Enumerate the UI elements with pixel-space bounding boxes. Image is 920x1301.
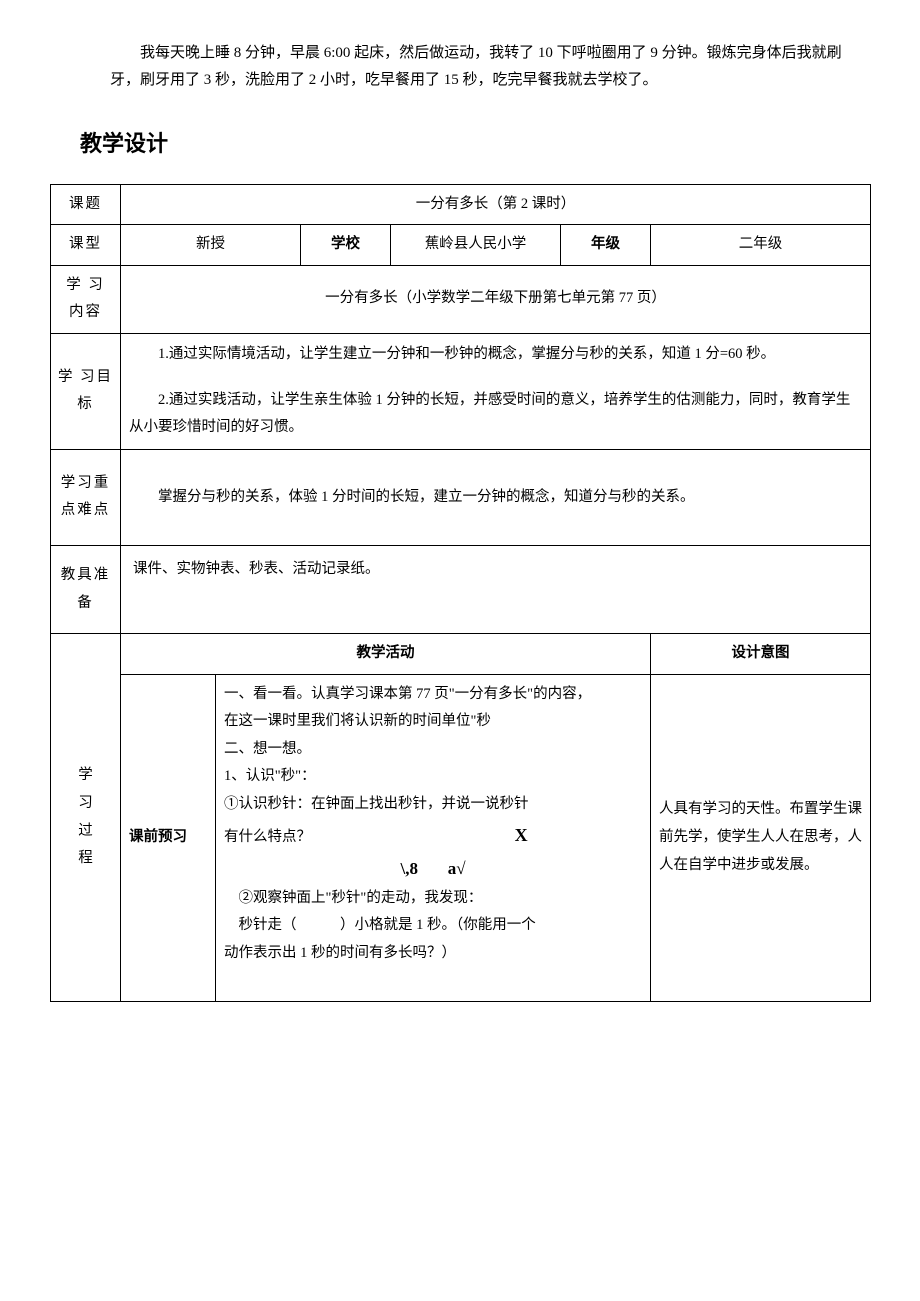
label-process: 学 习 过 程 <box>51 634 121 1002</box>
proc-char-4: 程 <box>78 850 93 866</box>
header-activity: 教学活动 <box>121 634 651 675</box>
label-goals: 学 习目标 <box>51 333 121 449</box>
act-line-9: 动作表示出 1 秒的时间有多长吗？） <box>224 940 642 968</box>
label-school: 学校 <box>301 225 391 266</box>
row-activity-body: 课前预习 一、看一看。认真学习课本第 77 页"一分有多长"的内容， 在这一课时… <box>51 674 871 1001</box>
value-type: 新授 <box>121 225 301 266</box>
value-content: 一分有多长（小学数学二年级下册第七单元第 77 页） <box>121 265 871 333</box>
row-topic: 课题 一分有多长（第 2 课时） <box>51 184 871 225</box>
label-type: 课型 <box>51 225 121 266</box>
design-intent: 人具有学习的天性。布置学生课前先学，使学生人人在思考，人人在自学中进步或发展。 <box>651 674 871 1001</box>
proc-char-1: 学 <box>78 767 93 783</box>
activity-content: 一、看一看。认真学习课本第 77 页"一分有多长"的内容， 在这一课时里我们将认… <box>216 674 651 1001</box>
row-tools: 教具准备 课件、实物钟表、秒表、活动记录纸。 <box>51 545 871 633</box>
label-grade: 年级 <box>561 225 651 266</box>
keypoints-text: 掌握分与秒的关系，体验 1 分时间的长短，建立一分钟的概念，知道分与秒的关系。 <box>129 484 862 512</box>
label-topic: 课题 <box>51 184 121 225</box>
label-tools: 教具准备 <box>51 545 121 633</box>
formula-x: X <box>515 818 528 852</box>
value-tools: 课件、实物钟表、秒表、活动记录纸。 <box>121 545 871 633</box>
act-line-1: 一、看一看。认真学习课本第 77 页"一分有多长"的内容， <box>224 681 642 709</box>
act-line-5: ①认识秒针：在钟面上找出秒针，并说一说秒针 <box>224 791 642 819</box>
stage-label: 课前预习 <box>121 674 216 1001</box>
act-line-8: 秒针走（ ）小格就是 1 秒。（你能用一个 <box>224 912 642 940</box>
row-keypoints: 学习重点难点 掌握分与秒的关系，体验 1 分时间的长短，建立一分钟的概念，知道分… <box>51 449 871 545</box>
row-type: 课型 新授 学校 蕉岭县人民小学 年级 二年级 <box>51 225 871 266</box>
goal-2: 2.通过实践活动，让学生亲生体验 1 分钟的长短，并感受时间的意义，培养学生的估… <box>129 387 862 442</box>
act-line-2: 在这一课时里我们将认识新的时间单位"秒 <box>224 708 642 736</box>
row-content: 学 习内容 一分有多长（小学数学二年级下册第七单元第 77 页） <box>51 265 871 333</box>
value-school: 蕉岭县人民小学 <box>391 225 561 266</box>
formula-bottom: \,8 a√ <box>400 853 465 885</box>
act-line-6: 有什么特点？ <box>224 829 311 845</box>
lesson-plan-table: 课题 一分有多长（第 2 课时） 课型 新授 学校 蕉岭县人民小学 年级 二年级… <box>50 184 871 1002</box>
section-title: 教学设计 <box>80 124 870 164</box>
label-content: 学 习内容 <box>51 265 121 333</box>
act-line-7: ②观察钟面上"秒针"的走动，我发现： <box>224 885 642 913</box>
value-keypoints: 掌握分与秒的关系，体验 1 分时间的长短，建立一分钟的概念，知道分与秒的关系。 <box>121 449 871 545</box>
proc-char-3: 过 <box>78 823 93 839</box>
intro-paragraph: 我每天晚上睡 8 分钟，早晨 6:00 起床，然后做运动，我转了 10 下呼啦圈… <box>110 40 870 94</box>
header-design: 设计意图 <box>651 634 871 675</box>
value-topic: 一分有多长（第 2 课时） <box>121 184 871 225</box>
act-line-3: 二、想一想。 <box>224 736 642 764</box>
row-activity-header: 学 习 过 程 教学活动 设计意图 <box>51 634 871 675</box>
goal-1: 1.通过实际情境活动，让学生建立一分钟和一秒钟的概念，掌握分与秒的关系，知道 1… <box>129 341 862 369</box>
row-goals: 学 习目标 1.通过实际情境活动，让学生建立一分钟和一秒钟的概念，掌握分与秒的关… <box>51 333 871 449</box>
act-line-4: 1、认识"秒"： <box>224 763 642 791</box>
value-grade: 二年级 <box>651 225 871 266</box>
proc-char-2: 习 <box>78 795 93 811</box>
value-goals: 1.通过实际情境活动，让学生建立一分钟和一秒钟的概念，掌握分与秒的关系，知道 1… <box>121 333 871 449</box>
label-keypoints: 学习重点难点 <box>51 449 121 545</box>
